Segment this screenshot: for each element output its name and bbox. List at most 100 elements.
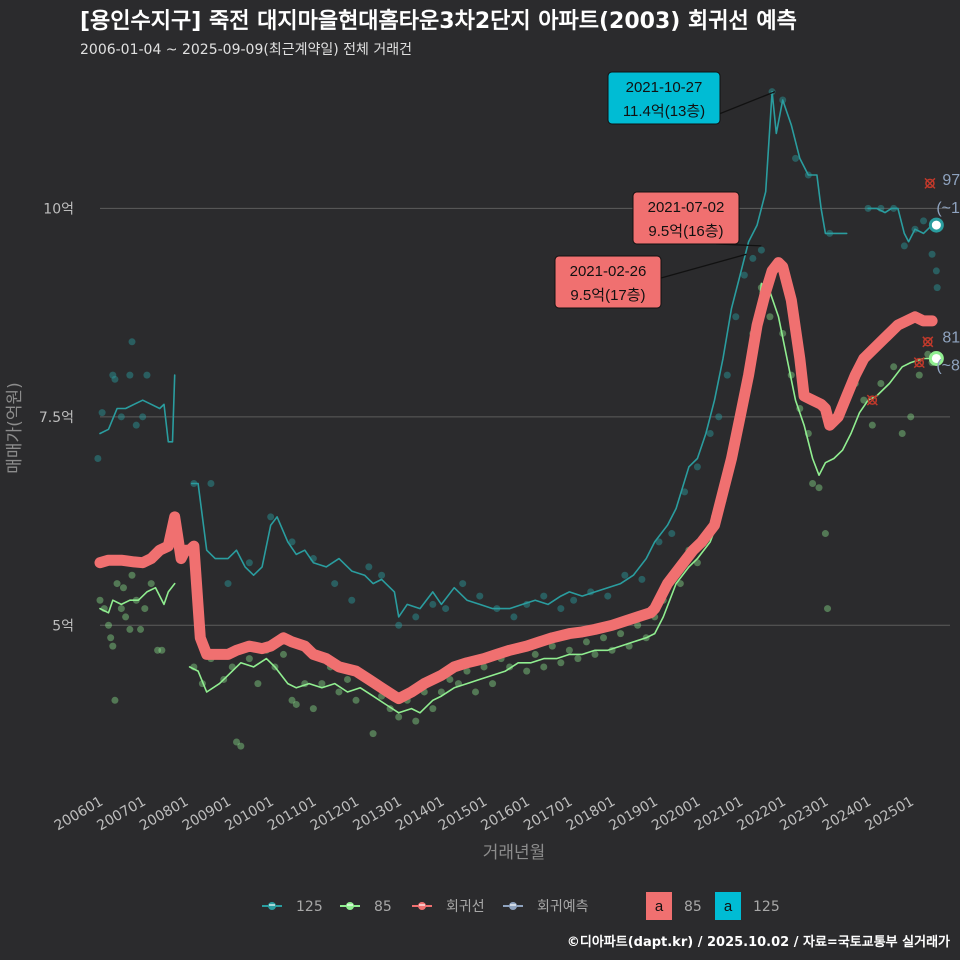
scatter-point-85 [279, 650, 287, 658]
scatter-point-85 [582, 638, 590, 646]
legend-fill-label: 125 [753, 899, 780, 915]
scatter-point-125 [94, 455, 102, 463]
scatter-point-125 [933, 284, 941, 292]
scatter-point-125 [932, 267, 940, 275]
legend-label: 125 [296, 899, 323, 915]
scatter-point-85 [237, 742, 245, 750]
scatter-point-125 [459, 580, 467, 588]
scatter-point-85 [111, 696, 119, 704]
scatter-point-125 [655, 538, 663, 546]
regression-marker-ring [923, 337, 933, 347]
scatter-point-85 [446, 675, 454, 683]
scatter-point-85 [309, 705, 317, 713]
scatter-point-125 [98, 409, 106, 417]
legend-fill-box [646, 892, 672, 920]
scatter-point-125 [621, 571, 629, 579]
scatter-point-125 [143, 371, 151, 379]
legend-item-reg: 회귀선 [412, 899, 485, 915]
scatter-point-85 [489, 680, 497, 688]
callout-box [554, 255, 662, 309]
scatter-point-125 [429, 600, 437, 608]
scatter-point-85 [480, 663, 488, 671]
scatter-point-125 [510, 613, 518, 621]
scatter-point-85 [523, 667, 531, 675]
legend-dot [509, 902, 517, 910]
scatter-point-125 [288, 538, 296, 546]
legend-label: 회귀선 [446, 899, 485, 915]
scatter-point-85 [565, 646, 573, 654]
regression-marker [924, 177, 936, 189]
end-point-85 [928, 350, 944, 366]
scatter-point-125 [139, 413, 147, 421]
regression-marker [913, 357, 925, 369]
callout-price: 11.4억(13층) [623, 103, 705, 120]
legend-dot [418, 902, 426, 910]
scatter-point-85 [890, 363, 898, 371]
scatter-point-125 [792, 154, 800, 162]
scatter-point-125 [378, 571, 386, 579]
scatter-point-125 [715, 413, 723, 421]
end-area-85: (~85㎡) [936, 356, 960, 374]
series-line-125 [867, 207, 933, 243]
scatter-point-85 [122, 613, 130, 621]
regression-line [94, 257, 938, 705]
scatter-point-85 [617, 630, 625, 638]
scatter-point-85 [128, 571, 136, 579]
regression-marker [866, 394, 878, 406]
end-value-85: 81,933 [942, 329, 960, 346]
scatter-point-125 [331, 580, 339, 588]
regression-markers [866, 177, 936, 406]
scatter-point-125 [570, 596, 578, 604]
callout-2021-02-26: 2021-02-26 9.5억(17층) [554, 253, 747, 309]
scatter-point-85 [815, 484, 823, 492]
scatter-point-85 [147, 580, 155, 588]
scatter-point-125 [638, 575, 646, 583]
regression-marker-ring [925, 178, 935, 189]
y-axis-title: 매매가(억원) [5, 382, 25, 473]
scatter-point-125 [117, 413, 125, 421]
scatter-point-85 [369, 730, 377, 738]
scatter-point-85 [117, 605, 125, 613]
scatter-point-85 [898, 430, 906, 437]
scatter-point-85 [154, 646, 162, 654]
y-axis-ticks: 5억 7.5억 10억 [39, 201, 74, 634]
grid [100, 207, 950, 626]
end-value-125: 97,967 [942, 172, 960, 189]
scatter-point-85 [437, 688, 445, 696]
scatter-point-125 [900, 242, 908, 250]
legend-item-85: 85 [340, 899, 392, 915]
scatter-point-85 [676, 580, 684, 588]
scatter-point-85 [463, 667, 471, 675]
scatter-point-85 [907, 413, 915, 421]
regression-marker-ring [867, 395, 878, 405]
scatter-point-125 [540, 592, 548, 600]
legend-label: 85 [374, 899, 392, 915]
scatter-point-125 [476, 592, 484, 600]
legend-fill-label: 85 [684, 899, 702, 915]
caption: ©디아파트(dapt.kr) / 2025.10.02 / 자료=국토교통부 실… [567, 934, 950, 950]
scatter-point-85 [860, 396, 868, 404]
legend-fill-letter: a [655, 898, 664, 915]
scatter-point-125 [557, 605, 565, 613]
series-line-125 [99, 374, 176, 443]
scatter-point-125 [442, 605, 450, 613]
scatter-point-85 [540, 663, 548, 671]
scatter-point-85 [126, 625, 134, 633]
scatter-point-125 [757, 246, 765, 254]
scatter-point-85 [233, 738, 241, 746]
scatter-point-85 [868, 421, 876, 429]
scatter-point-85 [531, 650, 539, 658]
scatter-point-85 [352, 696, 360, 704]
scatter-point-125 [732, 313, 740, 321]
legend-fill-85: a 85 [646, 892, 702, 920]
legend: 125 85 회귀선 회귀예측 a 85 a 125 [262, 892, 780, 920]
callouts: 2021-10-2711.4억(13층)2021-07-029.5억(16층)2… [554, 71, 776, 309]
scatter-point-85 [343, 675, 351, 683]
series-line-85 [99, 582, 176, 614]
scatter-point-85 [158, 646, 166, 654]
regression-marker-cross [866, 394, 878, 406]
scatter-point-85 [574, 655, 582, 663]
callout-box [607, 71, 721, 125]
series-line-125 [190, 90, 848, 618]
